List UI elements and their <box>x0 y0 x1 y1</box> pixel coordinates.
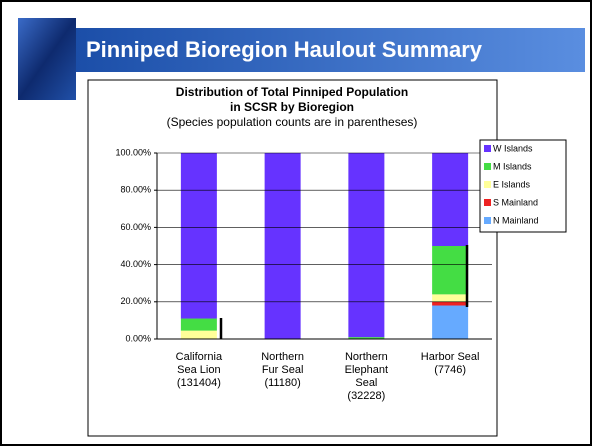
bar-segment <box>348 337 385 339</box>
bar-segment <box>180 153 217 319</box>
chart-title: in SCSR by Bioregion <box>230 100 354 114</box>
legend-label: W Islands <box>493 143 533 153</box>
x-tick-label: California <box>176 351 223 363</box>
x-tick-label: Seal <box>355 377 377 389</box>
legend-label: N Mainland <box>493 215 539 225</box>
x-tick-label: (131404) <box>177 377 221 389</box>
bar-segment <box>432 153 469 246</box>
y-tick-label: 0.00% <box>125 333 151 343</box>
bar-segment <box>264 153 301 339</box>
title-bar <box>75 28 585 72</box>
legend-label: M Islands <box>493 161 532 171</box>
y-tick-label: 100.00% <box>115 147 151 157</box>
legend-swatch <box>484 145 491 152</box>
legend-swatch <box>484 217 491 224</box>
y-tick-label: 40.00% <box>120 259 151 269</box>
slide-image <box>18 18 76 100</box>
y-tick-label: 20.00% <box>120 296 151 306</box>
x-tick-label: Fur Seal <box>262 364 304 376</box>
bar-segment <box>180 318 217 331</box>
x-tick-label: Elephant <box>345 364 388 376</box>
bar-segment <box>348 153 385 338</box>
bar-segment <box>180 330 217 339</box>
y-tick-label: 60.00% <box>120 222 151 232</box>
slide-title: Pinniped Bioregion Haulout Summary <box>86 37 483 62</box>
x-tick-label: Northern <box>261 351 304 363</box>
bar-segment <box>432 294 469 302</box>
x-tick-label: (11180) <box>264 377 300 389</box>
legend-swatch <box>484 181 491 188</box>
x-tick-label: Harbor Seal <box>421 351 480 363</box>
y-tick-label: 80.00% <box>120 185 151 195</box>
legend-label: S Mainland <box>493 197 538 207</box>
legend-label: E Islands <box>493 179 531 189</box>
x-tick-label: Northern <box>345 351 388 363</box>
legend-box <box>479 139 567 233</box>
x-tick-label: Sea Lion <box>177 364 220 376</box>
bar-segment <box>432 305 469 339</box>
legend-swatch <box>484 199 491 206</box>
x-tick-label: (7746) <box>434 364 466 376</box>
bar-segment <box>432 246 469 295</box>
chart-title: Distribution of Total Pinniped Populatio… <box>176 85 408 99</box>
x-tick-label: (32228) <box>347 390 385 402</box>
legend-swatch <box>484 163 491 170</box>
chart-subtitle: (Species population counts are in parent… <box>167 115 418 129</box>
bar-segment <box>432 301 469 306</box>
